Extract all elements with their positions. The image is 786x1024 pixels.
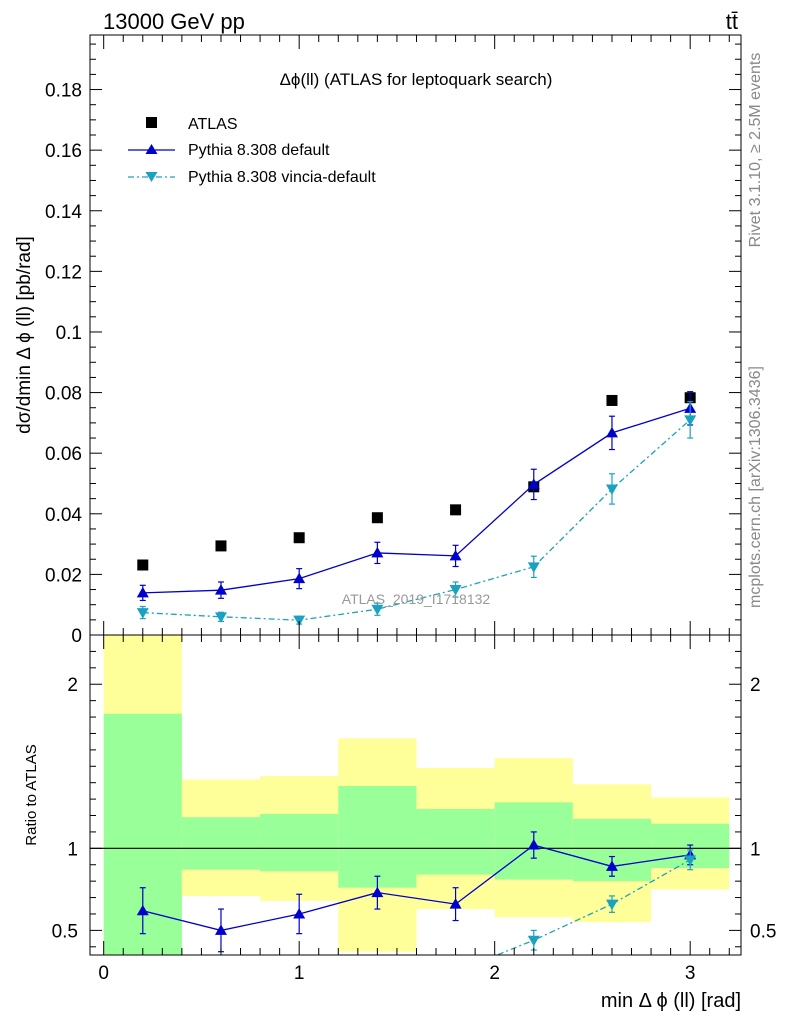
- y-tick-label: 0.08: [45, 384, 82, 405]
- data-point-atlas: [293, 532, 305, 544]
- data-point-atlas: [606, 394, 618, 406]
- uncertainty-band-inner: [338, 785, 417, 888]
- y-tick-label: 0.04: [45, 505, 82, 526]
- y-tick-label: 0.18: [45, 81, 82, 102]
- ratio-y-tick-label-right: 1: [750, 839, 761, 860]
- x-axis-label: min Δ ϕ (ll) [rad]: [601, 990, 741, 1012]
- ratio-y-tick-label: 0.5: [52, 921, 78, 942]
- data-point-default: [214, 584, 227, 595]
- y-tick-label: 0.16: [45, 141, 82, 162]
- data-point-default: [605, 426, 618, 438]
- main-y-axis-label: dσ/dmin Δ ϕ (ll) [pb/rad]: [14, 236, 35, 434]
- watermark-label: ATLAS_2019_I1718132: [342, 591, 491, 607]
- ratio-point-vincia: [527, 935, 540, 947]
- data-point-vincia: [527, 562, 540, 573]
- y-tick-label: 0.1: [56, 323, 82, 344]
- uncertainty-band-inner: [260, 813, 339, 872]
- ratio-point-default: [293, 907, 306, 919]
- y-tick-label: 0.02: [45, 565, 82, 586]
- ratio-point-vincia: [605, 899, 618, 911]
- ratio-point-default: [136, 904, 149, 916]
- x-tick-label: 1: [294, 963, 305, 984]
- data-point-default: [449, 549, 462, 561]
- data-point-vincia: [605, 484, 618, 495]
- header-ttbar-label: tt̄: [726, 9, 738, 34]
- legend-marker-atlas: [146, 117, 157, 128]
- y-tick-label: 0.12: [45, 262, 82, 283]
- data-point-vincia: [214, 612, 227, 623]
- ratio-y-tick-label-right: 2: [750, 675, 761, 696]
- ratio-line-default: [142, 844, 691, 932]
- ratio-point-vincia: [684, 855, 697, 866]
- ratio-y-axis-label: Ratio to ATLAS: [23, 744, 40, 845]
- uncertainty-band-inner: [181, 817, 261, 870]
- ratio-y-tick-label: 1: [67, 839, 78, 860]
- x-tick-label: 0: [98, 963, 109, 984]
- ratio-y-tick-label: 2: [67, 675, 78, 696]
- y-tick-label: 0.06: [45, 444, 82, 465]
- rivet-version-label: Rivet 3.1.10, ≥ 2.5M events: [747, 53, 764, 248]
- y-tick-label: 0.14: [45, 202, 82, 223]
- legend-label-atlas: ATLAS: [188, 116, 238, 133]
- series-line-default: [142, 407, 691, 594]
- data-point-default: [527, 478, 540, 489]
- ratio-point-default: [449, 898, 462, 909]
- ratio-y-tick-label-right: 0.5: [750, 921, 776, 942]
- ratio-point-default: [371, 886, 384, 898]
- header-process-label: 13000 GeV pp: [103, 9, 245, 34]
- ratio-line-vincia: [495, 859, 691, 955]
- legend: ATLAS Pythia 8.308 default Pythia 8.308 …: [128, 116, 376, 186]
- ratio-point-default: [605, 860, 618, 871]
- ratio-series-group: [136, 831, 697, 955]
- ratio-point-default: [214, 924, 227, 935]
- data-point-default: [136, 586, 149, 598]
- data-point-vincia: [449, 585, 462, 596]
- data-point-atlas: [215, 540, 227, 552]
- x-tick-label: 3: [685, 963, 696, 984]
- chart-title: Δϕ(ll) (ATLAS for leptoquark search): [280, 70, 553, 89]
- legend-label-vincia: Pythia 8.308 vincia-default: [188, 169, 376, 186]
- legend-marker-vincia: [145, 172, 158, 182]
- y-tick-label: 0: [71, 626, 82, 647]
- uncertainty-band-inner: [416, 808, 495, 875]
- legend-label-default: Pythia 8.308 default: [188, 142, 330, 159]
- ratio-plot-frame: [89, 634, 742, 956]
- data-point-default: [371, 546, 384, 558]
- data-point-atlas: [137, 559, 149, 571]
- data-point-vincia: [371, 604, 384, 616]
- ratio-panel: 0.5 0.5 1 1 2 2 0 1 2 3: [52, 634, 776, 984]
- series-line-vincia: [142, 419, 691, 621]
- ratio-point-default: [527, 839, 540, 850]
- data-point-vincia: [293, 615, 306, 627]
- main-panel: ATLAS_2019_I1718132 Δϕ(ll) (ATLAS for le…: [45, 34, 742, 647]
- data-point-vincia: [684, 415, 697, 426]
- data-point-atlas: [371, 512, 383, 524]
- legend-marker-default: [145, 144, 158, 154]
- x-tick-label: 2: [489, 963, 500, 984]
- data-point-vincia: [136, 608, 149, 619]
- data-point-atlas: [450, 504, 462, 516]
- mcplots-label: mcplots.cern.ch [arXiv:1306.3436]: [747, 366, 764, 608]
- data-point-default: [293, 572, 306, 584]
